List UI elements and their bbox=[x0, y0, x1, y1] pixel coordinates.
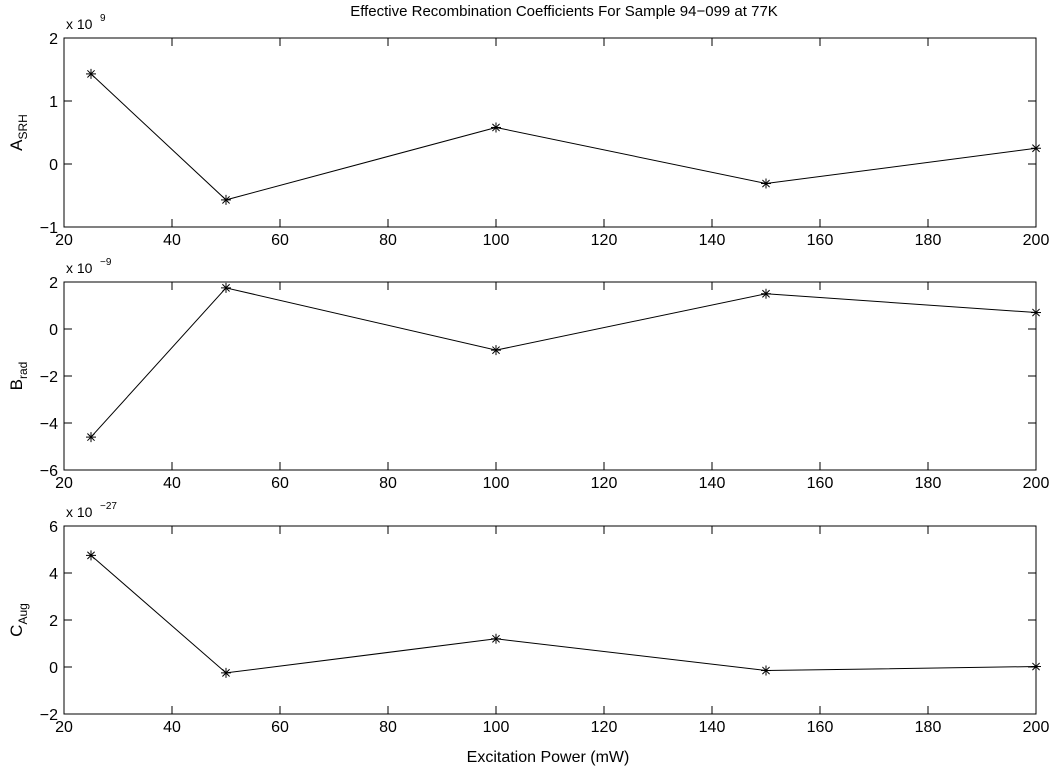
series-line bbox=[90, 287, 1037, 438]
data-point bbox=[491, 122, 501, 133]
data-point bbox=[86, 550, 96, 561]
data-point bbox=[1031, 143, 1041, 154]
x-tick-label: 80 bbox=[379, 475, 397, 492]
chart-title: Effective Recombination Coefficients For… bbox=[350, 3, 778, 20]
y-tick-label: 0 bbox=[49, 660, 58, 677]
y-tick-label: −2 bbox=[40, 369, 58, 386]
axes-frame bbox=[63, 281, 1037, 471]
y-exponent-label: x 10 bbox=[66, 260, 93, 276]
x-tick-label: 120 bbox=[591, 719, 618, 736]
y-exponent-label: x 10 bbox=[66, 16, 93, 32]
x-tick-label: 180 bbox=[915, 232, 942, 249]
y-tick-label: 2 bbox=[49, 275, 58, 292]
x-tick-label: 60 bbox=[271, 232, 289, 249]
data-point bbox=[491, 633, 501, 644]
x-tick-label: 140 bbox=[699, 475, 726, 492]
data-point bbox=[221, 282, 231, 293]
data-point bbox=[761, 178, 771, 189]
x-tick-label: 20 bbox=[55, 232, 73, 249]
y-exponent-power: −9 bbox=[100, 257, 112, 268]
y-tick-label: 0 bbox=[49, 157, 58, 174]
data-point bbox=[761, 665, 771, 676]
y-tick-label: 2 bbox=[49, 31, 58, 48]
x-tick-label: 40 bbox=[163, 232, 181, 249]
x-tick-label: 160 bbox=[807, 475, 834, 492]
data-point bbox=[1031, 307, 1041, 318]
x-axis-label: Excitation Power (mW) bbox=[467, 749, 630, 766]
y-tick-label: 0 bbox=[49, 322, 58, 339]
axes-frame bbox=[63, 525, 1037, 715]
x-tick-label: 60 bbox=[271, 475, 289, 492]
x-tick-label: 60 bbox=[271, 719, 289, 736]
x-tick-label: 160 bbox=[807, 719, 834, 736]
y-exponent-power: −27 bbox=[100, 501, 117, 512]
data-point bbox=[1031, 661, 1041, 672]
x-tick-label: 200 bbox=[1023, 719, 1050, 736]
x-tick-label: 140 bbox=[699, 719, 726, 736]
x-tick-label: 200 bbox=[1023, 232, 1050, 249]
x-tick-label: 160 bbox=[807, 232, 834, 249]
x-tick-label: 100 bbox=[483, 719, 510, 736]
x-tick-label: 200 bbox=[1023, 475, 1050, 492]
y-tick-label: 4 bbox=[49, 566, 58, 583]
y-axis-label: CAug bbox=[7, 603, 30, 637]
x-tick-label: 80 bbox=[379, 719, 397, 736]
x-tick-label: 140 bbox=[699, 232, 726, 249]
y-exponent-label: x 10 bbox=[66, 504, 93, 520]
y-tick-label: 1 bbox=[49, 94, 58, 111]
series-line bbox=[90, 73, 1037, 201]
y-axis-label: Brad bbox=[7, 362, 30, 391]
y-tick-label: −6 bbox=[40, 463, 58, 480]
x-tick-label: 120 bbox=[591, 232, 618, 249]
subplot-3: 20 40 60 80 100 120 140 160 180 200 −2 0 2 4 6 x 10 −27 C… bbox=[7, 501, 1049, 736]
y-tick-label: −2 bbox=[40, 707, 58, 724]
y-tick-label: 2 bbox=[49, 613, 58, 630]
data-point bbox=[86, 432, 96, 443]
series-line bbox=[90, 554, 1037, 674]
x-tick-label: 80 bbox=[379, 232, 397, 249]
x-tick-label: 100 bbox=[483, 475, 510, 492]
y-tick-label: −4 bbox=[40, 416, 58, 433]
data-point bbox=[761, 288, 771, 299]
data-point bbox=[221, 194, 231, 205]
x-tick-label: 20 bbox=[55, 475, 73, 492]
data-point bbox=[491, 345, 501, 356]
data-point bbox=[86, 68, 96, 79]
data-point bbox=[221, 667, 231, 678]
x-tick-label: 40 bbox=[163, 719, 181, 736]
axes-frame bbox=[63, 37, 1037, 228]
subplot-1: 20 40 60 80 100 120 140 160 180 200 −1 0 1 2 x 10 9 ASRH bbox=[7, 13, 1049, 249]
y-tick-label: −1 bbox=[40, 220, 58, 237]
x-tick-label: 20 bbox=[55, 719, 73, 736]
x-tick-label: 40 bbox=[163, 475, 181, 492]
subplot-2: 20 40 60 80 100 120 140 160 180 200 −6 −4 −2 0 2 x 10 −9… bbox=[7, 257, 1049, 492]
x-tick-label: 180 bbox=[915, 719, 942, 736]
x-tick-label: 100 bbox=[483, 232, 510, 249]
x-tick-label: 180 bbox=[915, 475, 942, 492]
x-tick-label: 120 bbox=[591, 475, 618, 492]
y-tick-label: 6 bbox=[49, 519, 58, 536]
y-exponent-power: 9 bbox=[100, 13, 106, 24]
y-axis-label: ASRH bbox=[7, 114, 30, 151]
